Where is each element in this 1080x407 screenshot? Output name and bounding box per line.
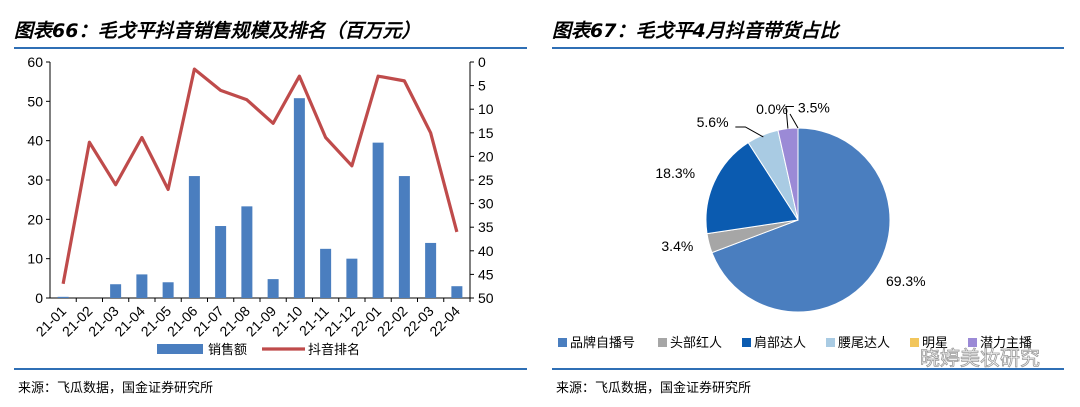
- watermark: 晓婷美妆研究: [920, 347, 1040, 368]
- pie-legend-swatch: [558, 338, 567, 347]
- sales-bar: [346, 258, 358, 298]
- pie-legend-swatch: [968, 338, 977, 347]
- pie-leader-line: [735, 126, 764, 138]
- pie-slice: [705, 141, 799, 235]
- sales-bar: [451, 286, 463, 298]
- legend-swatch-sales: [157, 344, 203, 354]
- pie-slice: [711, 127, 891, 313]
- pie-legend-label: 潜力主播: [980, 335, 1032, 350]
- right-tick-label: 50: [478, 290, 494, 306]
- rank-line: [61, 67, 459, 285]
- left-title-rule: [14, 47, 527, 49]
- left-tick-label: 0: [35, 290, 43, 306]
- sales-bar: [136, 274, 148, 298]
- sales-bar: [57, 296, 69, 298]
- pie-legend-label: 头部红人: [670, 335, 722, 350]
- left-tick-label: 40: [27, 133, 43, 149]
- right-tick-label: 15: [478, 125, 494, 141]
- sales-bar: [398, 176, 410, 298]
- pie-legend-swatch: [910, 338, 919, 347]
- x-tick-label: 21-10: [269, 303, 306, 340]
- pie-legend-swatch: [826, 338, 835, 347]
- sales-bar: [425, 242, 437, 298]
- pie-leader-line: [785, 106, 794, 129]
- legend-label-sales: 销售额: [208, 342, 247, 357]
- sales-bar: [241, 206, 253, 298]
- pie-chart: 69.3% 3.4% 18.3% 5.6% 0.0% 3.5% 品牌自播号 头部红人 肩部达人 腰…: [558, 100, 1040, 368]
- pie-legend-label: 腰尾达人: [838, 335, 890, 350]
- right-tick-label: 0: [478, 54, 486, 70]
- right-chart-title: 图表67：毛戈平4月抖音带货占比: [552, 20, 839, 42]
- sales-bar: [267, 279, 279, 298]
- right-title-rule: [552, 47, 1064, 49]
- left-tick-label: 10: [27, 251, 43, 267]
- right-tick-label: 45: [478, 266, 494, 282]
- right-source-rule: [552, 368, 1064, 370]
- sales-bar: [110, 284, 122, 298]
- right-tick-label: 40: [478, 243, 494, 259]
- right-source: 来源：飞瓜数据，国金证券研究所: [556, 381, 752, 396]
- left-tick-label: 50: [27, 93, 43, 109]
- pie-percent-label: 0.0%: [756, 101, 788, 117]
- left-tick-label: 60: [27, 54, 43, 70]
- sales-bar: [372, 142, 384, 298]
- sales-bar: [293, 98, 305, 298]
- pie-percent-label: 5.6%: [697, 114, 729, 130]
- pie-legend-label: 肩部达人: [754, 335, 806, 350]
- pie-leader-line: [789, 113, 799, 129]
- right-tick-label: 5: [478, 78, 486, 94]
- left-source: 来源：飞瓜数据，国金证券研究所: [18, 381, 214, 396]
- pie-legend-label: 品牌自播号: [570, 335, 635, 350]
- pie-percent-label: 3.5%: [798, 100, 830, 116]
- right-tick-label: 25: [478, 172, 494, 188]
- left-chart-title: 图表66：毛戈平抖音销售规模及排名（百万元）: [14, 20, 421, 42]
- legend-label-rank: 抖音排名: [308, 342, 360, 357]
- left-source-rule: [14, 368, 527, 370]
- sales-bar: [320, 248, 332, 298]
- right-tick-label: 35: [478, 219, 494, 235]
- right-tick-label: 30: [478, 196, 494, 212]
- pie-legend-swatch: [742, 338, 751, 347]
- left-tick-label: 20: [27, 211, 43, 227]
- sales-bar: [215, 226, 227, 298]
- pie-percent-label: 3.4%: [661, 238, 693, 254]
- pie-percent-label: 69.3%: [886, 273, 926, 289]
- left-tick-label: 30: [27, 172, 43, 188]
- right-tick-label: 10: [478, 101, 494, 117]
- right-tick-label: 20: [478, 148, 494, 164]
- pie-percent-label: 18.3%: [655, 165, 695, 181]
- pie-legend-swatch: [658, 338, 667, 347]
- x-tick-label: 22-04: [426, 303, 463, 340]
- sales-bar: [162, 282, 174, 298]
- pie-legend-label: 明星: [922, 335, 948, 350]
- sales-bar: [188, 176, 200, 298]
